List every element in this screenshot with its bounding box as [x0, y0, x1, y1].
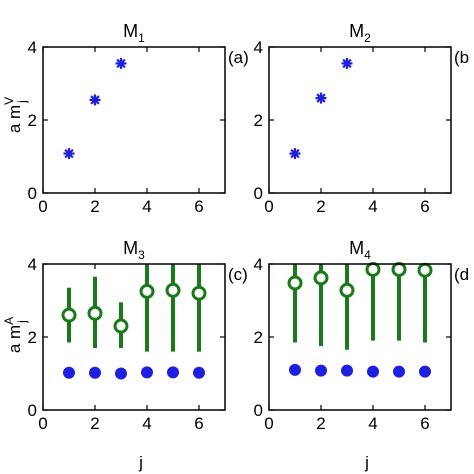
x-tick-label: 6 [420, 414, 429, 433]
panel-frame [268, 263, 452, 411]
data-point-dot [63, 366, 75, 379]
y-tick-label: 4 [28, 255, 37, 274]
x-tick-label: 0 [38, 414, 47, 433]
x-axis-label-left: j [138, 453, 143, 472]
panel-title: M1 [123, 21, 145, 45]
y-tick-label: 4 [254, 38, 263, 57]
data-point-circle [391, 261, 407, 277]
panel-title: M3 [123, 238, 145, 262]
data-point-dot [115, 367, 127, 380]
y-label-top-sub: j [15, 100, 29, 104]
x-axis-label-right: j [364, 453, 369, 472]
x-tick-label: 2 [90, 414, 99, 433]
x-tick-label: 2 [90, 197, 99, 216]
data-point-circle [313, 270, 329, 286]
y-tick-label: 2 [28, 328, 37, 347]
y-tick-label: 4 [28, 38, 37, 57]
data-point-circle [165, 282, 181, 298]
y-tick-label: 2 [254, 328, 263, 347]
panel-title-base: M [123, 21, 138, 41]
panel-label: (b [454, 48, 469, 67]
data-point-circle [113, 318, 129, 334]
data-point-dot [419, 365, 431, 378]
panel-title-sub: 2 [364, 31, 371, 45]
panel-title-base: M [349, 238, 364, 258]
data-point-dot [167, 366, 179, 379]
x-tick-label: 0 [264, 197, 273, 216]
y-label-bottom-sub: j [15, 320, 29, 324]
data-point-circle [417, 262, 433, 278]
y-tick-label: 2 [254, 111, 263, 130]
panel-title-base: M [349, 21, 364, 41]
panel-1: M1 (a) 0 2 4 6 0 2 4 [28, 21, 249, 216]
data-point-dot [141, 366, 153, 379]
x-tick-label: 4 [368, 414, 377, 433]
x-tick-label: 6 [194, 197, 203, 216]
y-tick-label: 0 [28, 184, 37, 203]
panel-frame [268, 46, 452, 194]
x-tick-label: 2 [316, 414, 325, 433]
data-point-dot [315, 364, 327, 377]
y-tick-label: 0 [254, 401, 263, 420]
data-point-dot [393, 365, 405, 378]
panel-title-sub: 1 [138, 31, 145, 45]
panel-label: (a) [228, 48, 249, 67]
panel-label: (c) [228, 265, 248, 284]
data-point-asterisk [315, 92, 327, 104]
data-point-circle [61, 307, 77, 323]
y-label-bottom-sup: A [2, 317, 16, 325]
x-tick-label: 4 [368, 197, 377, 216]
x-tick-label: 0 [264, 414, 273, 433]
data-point-circle [191, 285, 207, 301]
data-point-circle [365, 261, 381, 277]
x-tick-label: 6 [420, 197, 429, 216]
y-label-bottom-base: a m [5, 325, 24, 353]
y-label-top-base: a m [5, 105, 24, 133]
data-point-asterisk [289, 148, 301, 160]
data-point-dot [193, 366, 205, 379]
y-tick-label: 2 [28, 111, 37, 130]
data-point-asterisk [89, 94, 101, 106]
panel-label: (d [454, 265, 469, 284]
data-point-asterisk [115, 57, 127, 69]
data-point-circle [287, 275, 303, 291]
panel-frame [42, 263, 226, 411]
data-point-dot [341, 364, 353, 377]
data-point-circle [139, 283, 155, 299]
y-axis-label-bottom: a mAj [2, 317, 29, 353]
panel-title: M2 [349, 21, 371, 45]
panel-title-base: M [123, 238, 138, 258]
panel-title-sub: 4 [364, 248, 371, 262]
x-tick-label: 4 [142, 197, 151, 216]
data-point-circle [339, 282, 355, 298]
data-point-dot [89, 366, 101, 379]
data-point-dot [289, 363, 301, 376]
y-axis-label-top: a mVj [2, 97, 29, 133]
x-tick-label: 0 [38, 197, 47, 216]
panel-3: M3 (c) 0 2 4 6 0 2 4 [28, 238, 248, 433]
y-tick-label: 0 [254, 184, 263, 203]
panel-title: M4 [349, 238, 371, 262]
data-point-asterisk [341, 57, 353, 69]
data-point-asterisk [63, 148, 75, 160]
y-label-top-sup: V [2, 97, 16, 105]
y-tick-label: 4 [254, 255, 263, 274]
y-tick-label: 0 [28, 401, 37, 420]
panel-frame [42, 46, 226, 194]
x-tick-label: 2 [316, 197, 325, 216]
x-tick-label: 6 [194, 414, 203, 433]
panel-title-sub: 3 [138, 248, 145, 262]
data-point-dot [367, 365, 379, 378]
x-tick-label: 4 [142, 414, 151, 433]
data-point-circle [87, 305, 103, 321]
